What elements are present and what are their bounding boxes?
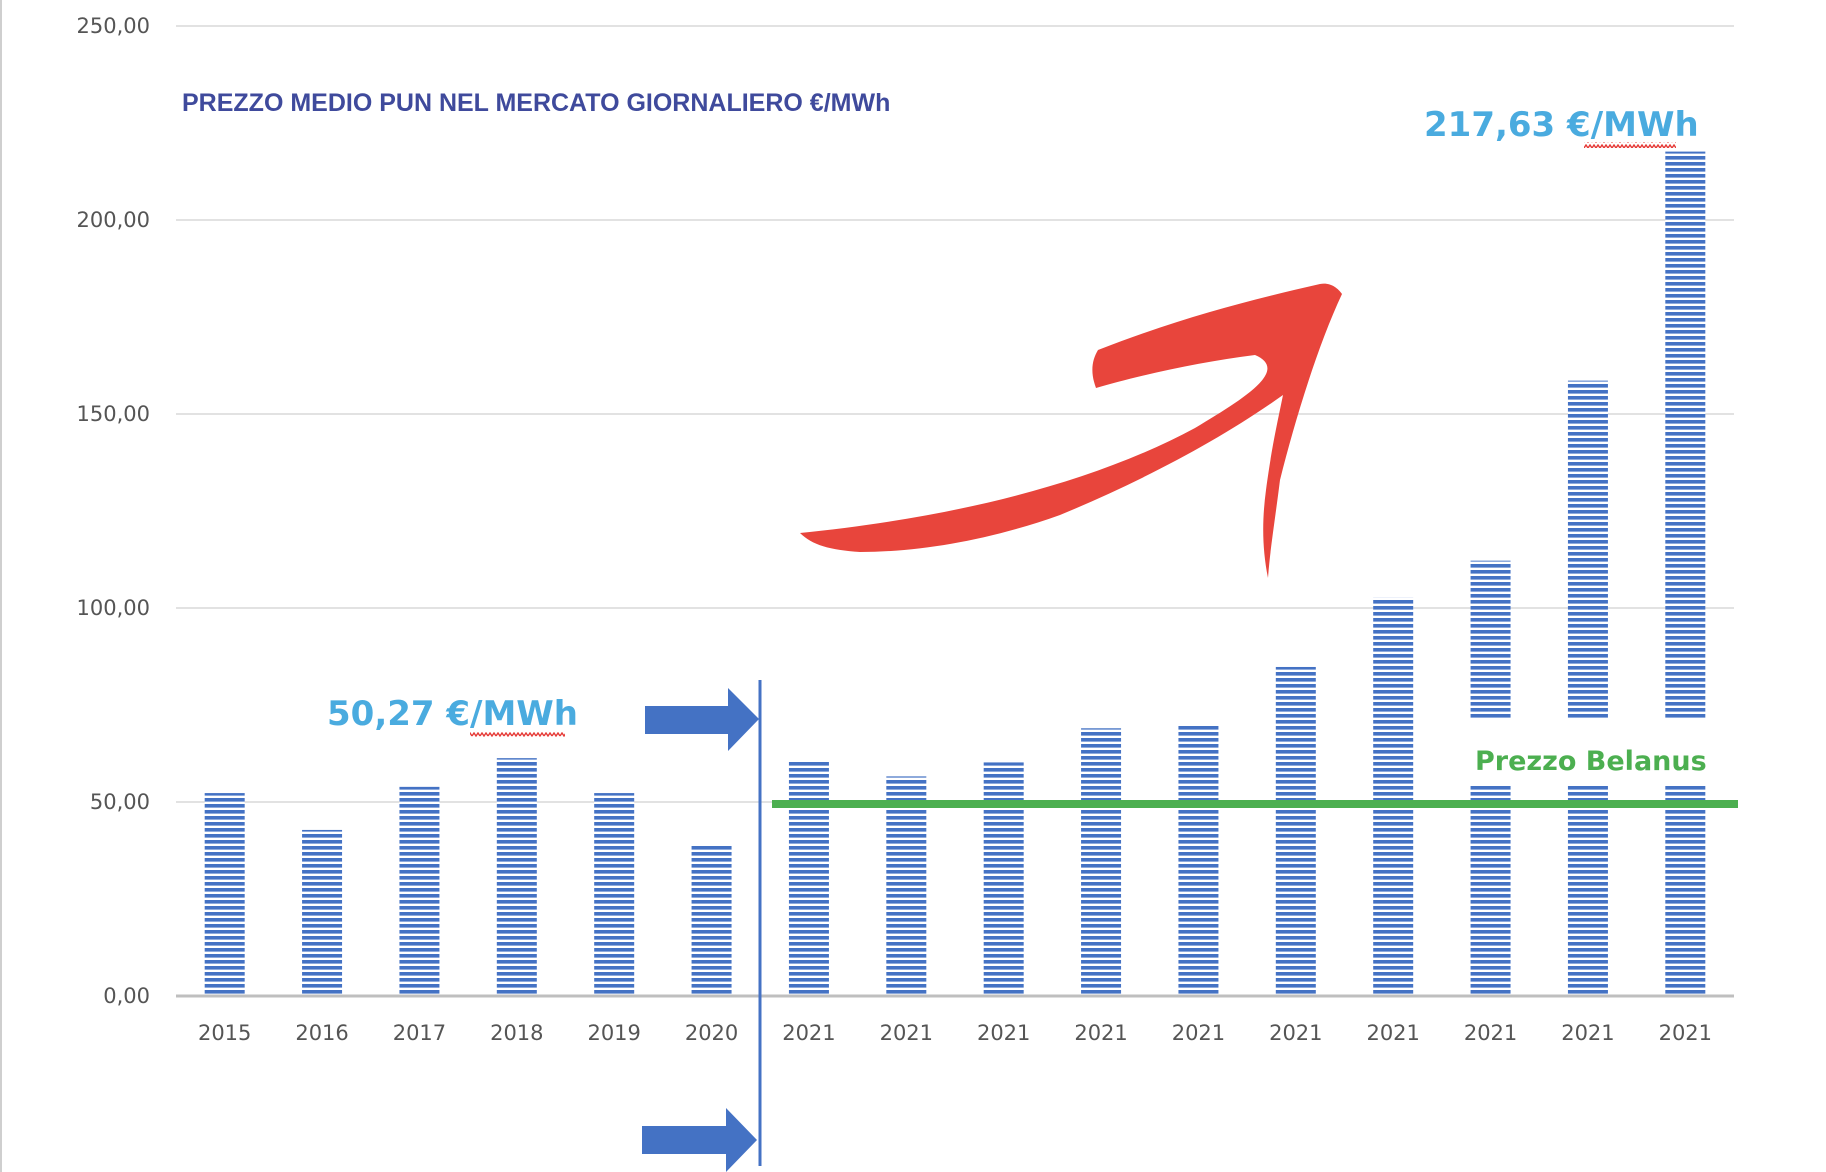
- y-tick-label: 0,00: [103, 984, 150, 1008]
- annotation-2021-peak-value: 217,63 €/MWh: [1424, 105, 1699, 145]
- y-tick-label: 200,00: [77, 208, 150, 232]
- bar: [399, 786, 440, 996]
- bar: [788, 760, 829, 996]
- annotation-2015-2020-value: 50,27 €/MWh: [327, 694, 578, 734]
- x-tick-label: 2018: [490, 1021, 543, 1045]
- x-tick-label: 2021: [880, 1021, 933, 1045]
- reference-line-label: Prezzo Belanus: [1475, 746, 1707, 777]
- x-tick-label: 2021: [1074, 1021, 1127, 1045]
- bar: [496, 758, 537, 996]
- spellcheck-underline: [470, 731, 565, 737]
- bar: [594, 793, 635, 996]
- bar-gaps: [1468, 718, 1708, 786]
- bar: [1665, 151, 1706, 997]
- arrow-right-icon: [642, 1108, 757, 1172]
- x-tick-label: 2017: [393, 1021, 446, 1045]
- x-tick-label: 2021: [1172, 1021, 1225, 1045]
- x-tick-label: 2016: [295, 1021, 348, 1045]
- x-tick-label: 2015: [198, 1021, 251, 1045]
- bar: [1567, 380, 1608, 997]
- bar: [1275, 666, 1316, 996]
- bar: [691, 845, 732, 996]
- x-tick-label: 2021: [1659, 1021, 1712, 1045]
- bar-gap: [1663, 718, 1708, 786]
- x-tick-label: 2021: [1464, 1021, 1517, 1045]
- bar: [886, 776, 927, 996]
- x-tick-label: 2020: [685, 1021, 738, 1045]
- bar-gap: [1468, 718, 1513, 786]
- bar: [302, 829, 343, 996]
- bar: [983, 762, 1024, 996]
- spellcheck-underline: [1584, 142, 1676, 148]
- y-tick-label: 150,00: [77, 402, 150, 426]
- y-axis-ticks: 0,00 50,00 100,00 150,00 200,00 250,00: [77, 14, 150, 1008]
- x-tick-label: 2021: [782, 1021, 835, 1045]
- bar: [1081, 728, 1122, 996]
- x-axis-ticks: 2015 2016 2017 2018 2019 2020 2021 2021 2021 2021…: [198, 1021, 1712, 1045]
- x-tick-label: 2021: [1561, 1021, 1614, 1045]
- bar: [1373, 597, 1414, 996]
- x-tick-label: 2021: [1269, 1021, 1322, 1045]
- x-tick-label: 2021: [1366, 1021, 1419, 1045]
- chart-title: PREZZO MEDIO PUN NEL MERCATO GIORNALIERO…: [182, 89, 890, 117]
- x-tick-label: 2019: [587, 1021, 640, 1045]
- x-tick-label: 2021: [977, 1021, 1030, 1045]
- bars: [204, 151, 1706, 997]
- arrow-right-icon: [645, 688, 759, 751]
- bar-gap: [1565, 718, 1610, 786]
- trend-arrow-icon: [800, 283, 1342, 578]
- bar: [204, 793, 245, 996]
- y-tick-label: 100,00: [77, 596, 150, 620]
- y-tick-label: 50,00: [90, 790, 150, 814]
- y-tick-label: 250,00: [77, 14, 150, 38]
- bar: [1178, 724, 1219, 996]
